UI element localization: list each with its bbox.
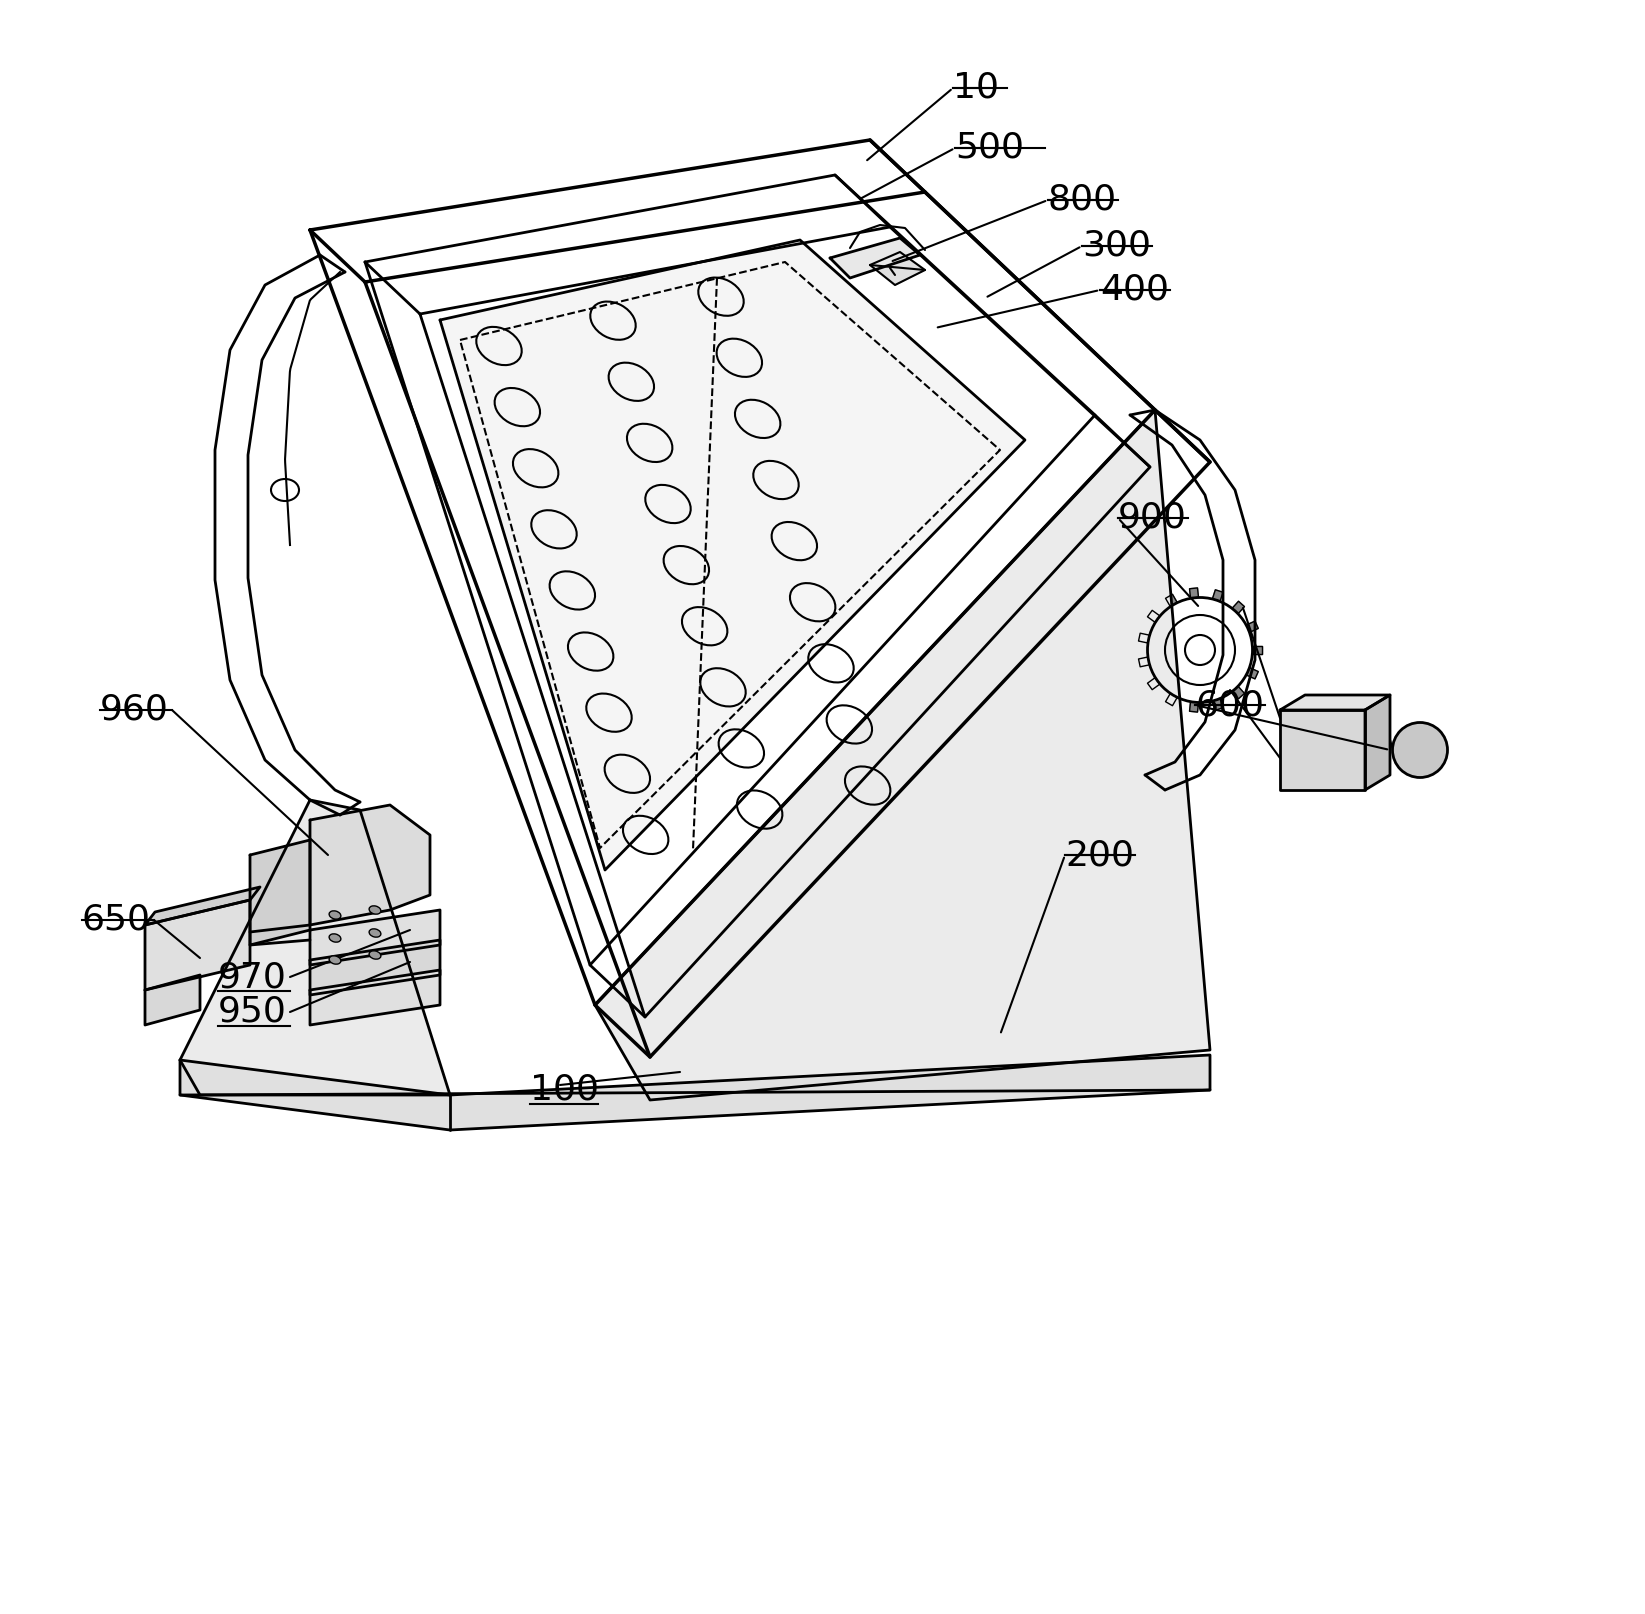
Text: 600: 600 xyxy=(1194,688,1263,721)
Ellipse shape xyxy=(368,905,382,914)
Polygon shape xyxy=(1247,668,1258,679)
Polygon shape xyxy=(1212,589,1222,602)
Polygon shape xyxy=(1189,702,1199,712)
Text: 500: 500 xyxy=(956,131,1023,165)
Polygon shape xyxy=(1166,694,1178,705)
Text: 650: 650 xyxy=(82,902,151,938)
Text: 200: 200 xyxy=(1064,838,1133,872)
Polygon shape xyxy=(1189,587,1199,599)
Polygon shape xyxy=(1232,686,1245,699)
Polygon shape xyxy=(1148,610,1160,623)
Polygon shape xyxy=(309,910,439,965)
Text: 950: 950 xyxy=(219,994,286,1030)
Text: 100: 100 xyxy=(530,1073,599,1107)
Ellipse shape xyxy=(368,928,382,938)
Polygon shape xyxy=(870,252,924,286)
Polygon shape xyxy=(439,240,1025,870)
Polygon shape xyxy=(1166,594,1178,607)
Text: 800: 800 xyxy=(1048,182,1117,216)
Text: 960: 960 xyxy=(100,692,169,726)
Text: 300: 300 xyxy=(1082,229,1152,263)
Polygon shape xyxy=(365,192,1211,1057)
Polygon shape xyxy=(309,140,1155,1006)
Polygon shape xyxy=(250,839,309,946)
Polygon shape xyxy=(1247,621,1258,633)
Polygon shape xyxy=(595,410,1211,1101)
Polygon shape xyxy=(1138,633,1150,642)
Text: 900: 900 xyxy=(1119,500,1188,534)
Text: 10: 10 xyxy=(952,71,999,105)
Ellipse shape xyxy=(329,935,341,943)
Polygon shape xyxy=(145,975,201,1025)
Polygon shape xyxy=(1252,646,1262,654)
Ellipse shape xyxy=(1393,723,1448,778)
Polygon shape xyxy=(1212,699,1222,710)
Polygon shape xyxy=(145,901,250,989)
Polygon shape xyxy=(419,228,1150,1017)
Polygon shape xyxy=(309,939,439,994)
Polygon shape xyxy=(1138,657,1150,667)
Polygon shape xyxy=(365,174,1096,965)
Ellipse shape xyxy=(329,955,341,964)
Polygon shape xyxy=(145,888,260,925)
Polygon shape xyxy=(309,805,429,925)
Polygon shape xyxy=(309,970,439,1025)
Polygon shape xyxy=(1280,696,1390,710)
Polygon shape xyxy=(831,237,920,278)
Polygon shape xyxy=(1148,678,1160,689)
Ellipse shape xyxy=(329,910,341,918)
Polygon shape xyxy=(179,1056,1211,1130)
Polygon shape xyxy=(1365,696,1390,789)
Polygon shape xyxy=(179,801,451,1094)
Ellipse shape xyxy=(368,951,382,959)
Text: 400: 400 xyxy=(1101,273,1170,307)
Polygon shape xyxy=(1280,710,1365,789)
Polygon shape xyxy=(1232,602,1245,613)
Text: 970: 970 xyxy=(219,960,286,994)
